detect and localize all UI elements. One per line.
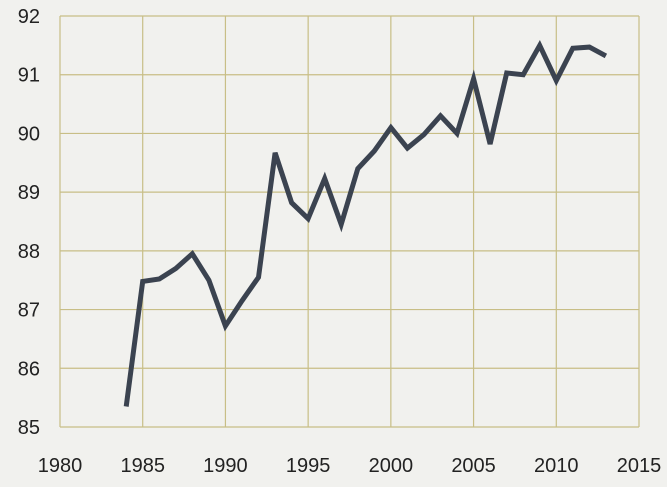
- x-tick-label: 1990: [203, 455, 248, 477]
- y-tick-label: 92: [18, 6, 40, 28]
- x-tick-label: 1980: [38, 455, 83, 477]
- y-tick-label: 86: [18, 358, 40, 380]
- series-line-0: [123, 39, 608, 407]
- y-tick-label: 91: [18, 65, 40, 87]
- x-tick-label: 2010: [534, 455, 579, 477]
- x-tick-label: 1995: [286, 455, 331, 477]
- x-tick-label: 2015: [617, 455, 662, 477]
- x-tick-label: 1985: [120, 455, 165, 477]
- x-tick-label: 2005: [451, 455, 496, 477]
- y-tick-label: 85: [18, 417, 40, 439]
- y-tick-label: 88: [18, 241, 40, 263]
- gridlines: [59, 15, 640, 428]
- y-tick-label: 87: [18, 300, 40, 322]
- x-axis-tick-labels: 1980 1985 1990 1995 2000 2005 2010 2015: [38, 455, 662, 477]
- y-tick-label: 90: [18, 123, 40, 145]
- x-tick-label: 2000: [369, 455, 414, 477]
- plot-area: [60, 16, 639, 427]
- y-tick-label: 89: [18, 182, 40, 204]
- series-group: [123, 39, 608, 407]
- y-axis-tick-labels: 85 86 87 88 89 90 91 92: [18, 6, 40, 439]
